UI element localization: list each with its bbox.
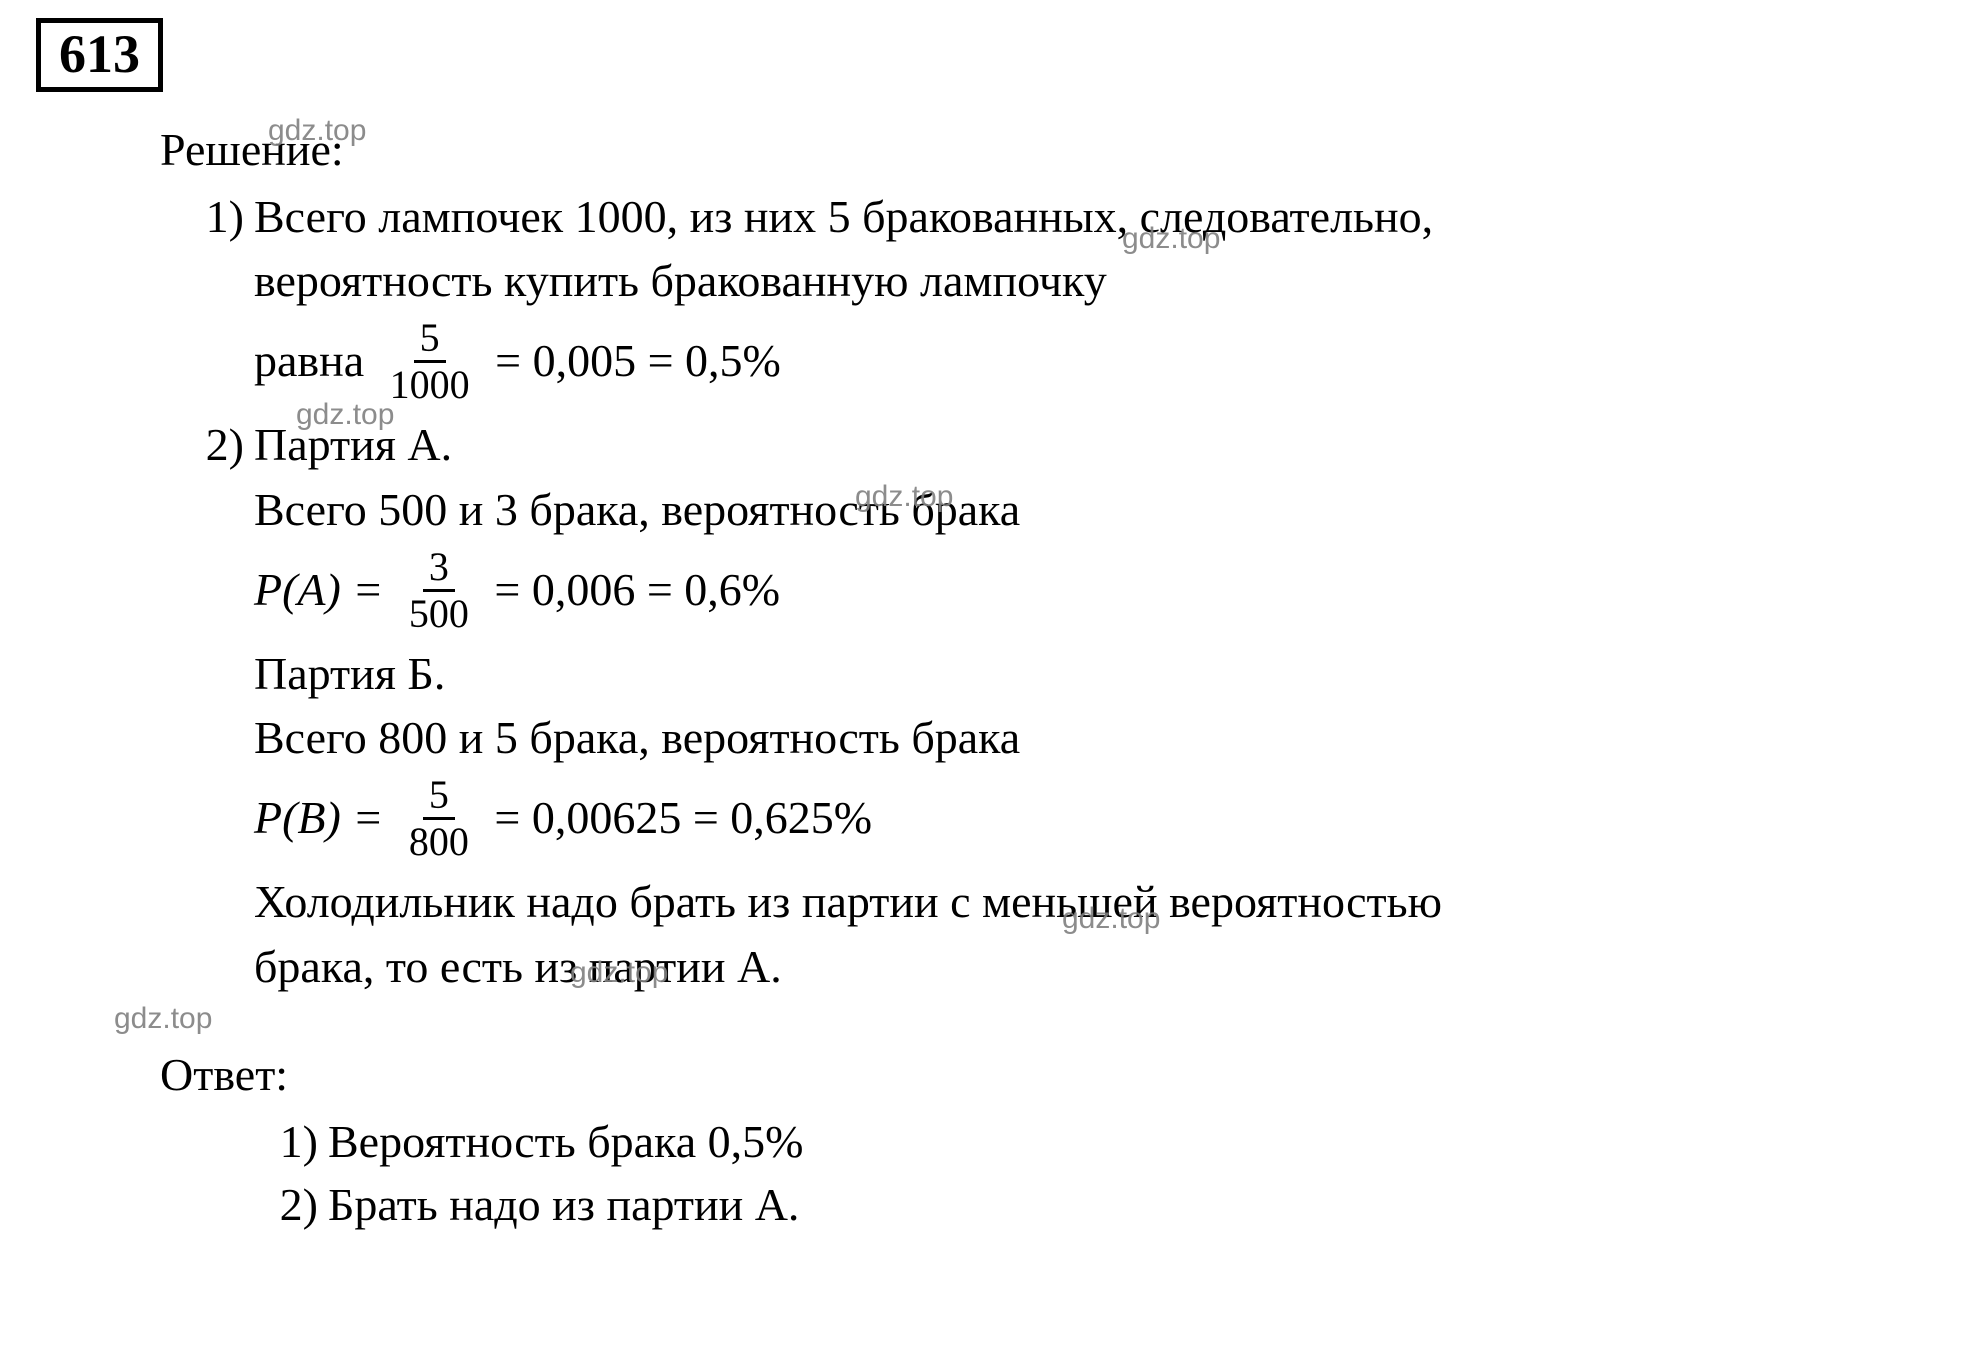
solution-heading: Решение: [160,120,1952,181]
answer-block: Ответ: 1) Вероятность брака 0,5% 2) Брат… [160,1045,1952,1235]
fraction-denominator: 500 [403,592,475,634]
conclusion-line: брака, то есть из партии А. [254,937,1952,998]
part-a-title: Партия А. [254,415,1952,476]
answer-text: Вероятность брака 0,5% [328,1116,803,1167]
solution-list: 1) Всего лампочек 1000, из них 5 бракова… [160,187,1952,998]
fraction: 5 1000 [384,318,476,405]
item-number: 2) [160,415,244,476]
eq-lhs-text: P(B) = [254,792,395,843]
fraction-numerator: 5 [414,318,446,363]
text-line: вероятность купить бракованную лампочку [254,251,1952,312]
fraction: 5 800 [403,775,475,862]
text-line: Всего лампочек 1000, из них 5 бракованны… [254,187,1952,248]
item-number: 1) [160,187,244,248]
fraction: 3 500 [403,547,475,634]
answer-item: 1) Вероятность брака 0,5% [254,1112,1952,1173]
eq-prefix: равна [254,331,376,392]
text-line: Всего 800 и 5 брака, вероятность брака [254,708,1952,769]
problem-number-box: 613 [36,18,163,92]
equation-part-b: P(B) = 5 800 = 0,00625 = 0,625% [254,775,1952,862]
conclusion-line: Холодильник надо брать из партии с меньш… [254,872,1952,933]
eq-lhs: P(A) = [254,560,395,621]
answer-heading: Ответ: [160,1045,1952,1106]
answer-item: 2) Брать надо из партии А. [254,1175,1952,1236]
problem-number: 613 [59,24,140,84]
page-root: 613 Решение: 1) Всего лампочек 1000, из … [0,0,1982,1368]
equation: равна 5 1000 = 0,005 = 0,5% [254,318,1952,405]
answer-list: 1) Вероятность брака 0,5% 2) Брать надо … [160,1112,1952,1235]
eq-rhs: = 0,00625 = 0,625% [483,788,872,849]
answer-text: Брать надо из партии А. [328,1179,799,1230]
solution-item-2: 2) Партия А. Всего 500 и 3 брака, вероят… [160,415,1952,997]
fraction-numerator: 3 [423,547,455,592]
eq-rhs: = 0,006 = 0,6% [483,560,780,621]
solution-block: Решение: 1) Всего лампочек 1000, из них … [30,120,1952,1236]
fraction-denominator: 1000 [384,363,476,405]
equation-part-a: P(A) = 3 500 = 0,006 = 0,6% [254,547,1952,634]
fraction-numerator: 5 [423,775,455,820]
eq-lhs: P(B) = [254,788,395,849]
item-number: 2) [254,1175,318,1236]
fraction-denominator: 800 [403,820,475,862]
eq-lhs-text: P(A) = [254,564,395,615]
item-number: 1) [254,1112,318,1173]
text-line: Всего 500 и 3 брака, вероятность брака [254,480,1952,541]
eq-suffix: = 0,005 = 0,5% [484,331,781,392]
solution-item-1: 1) Всего лампочек 1000, из них 5 бракова… [160,187,1952,405]
part-b-title: Партия Б. [254,644,1952,705]
